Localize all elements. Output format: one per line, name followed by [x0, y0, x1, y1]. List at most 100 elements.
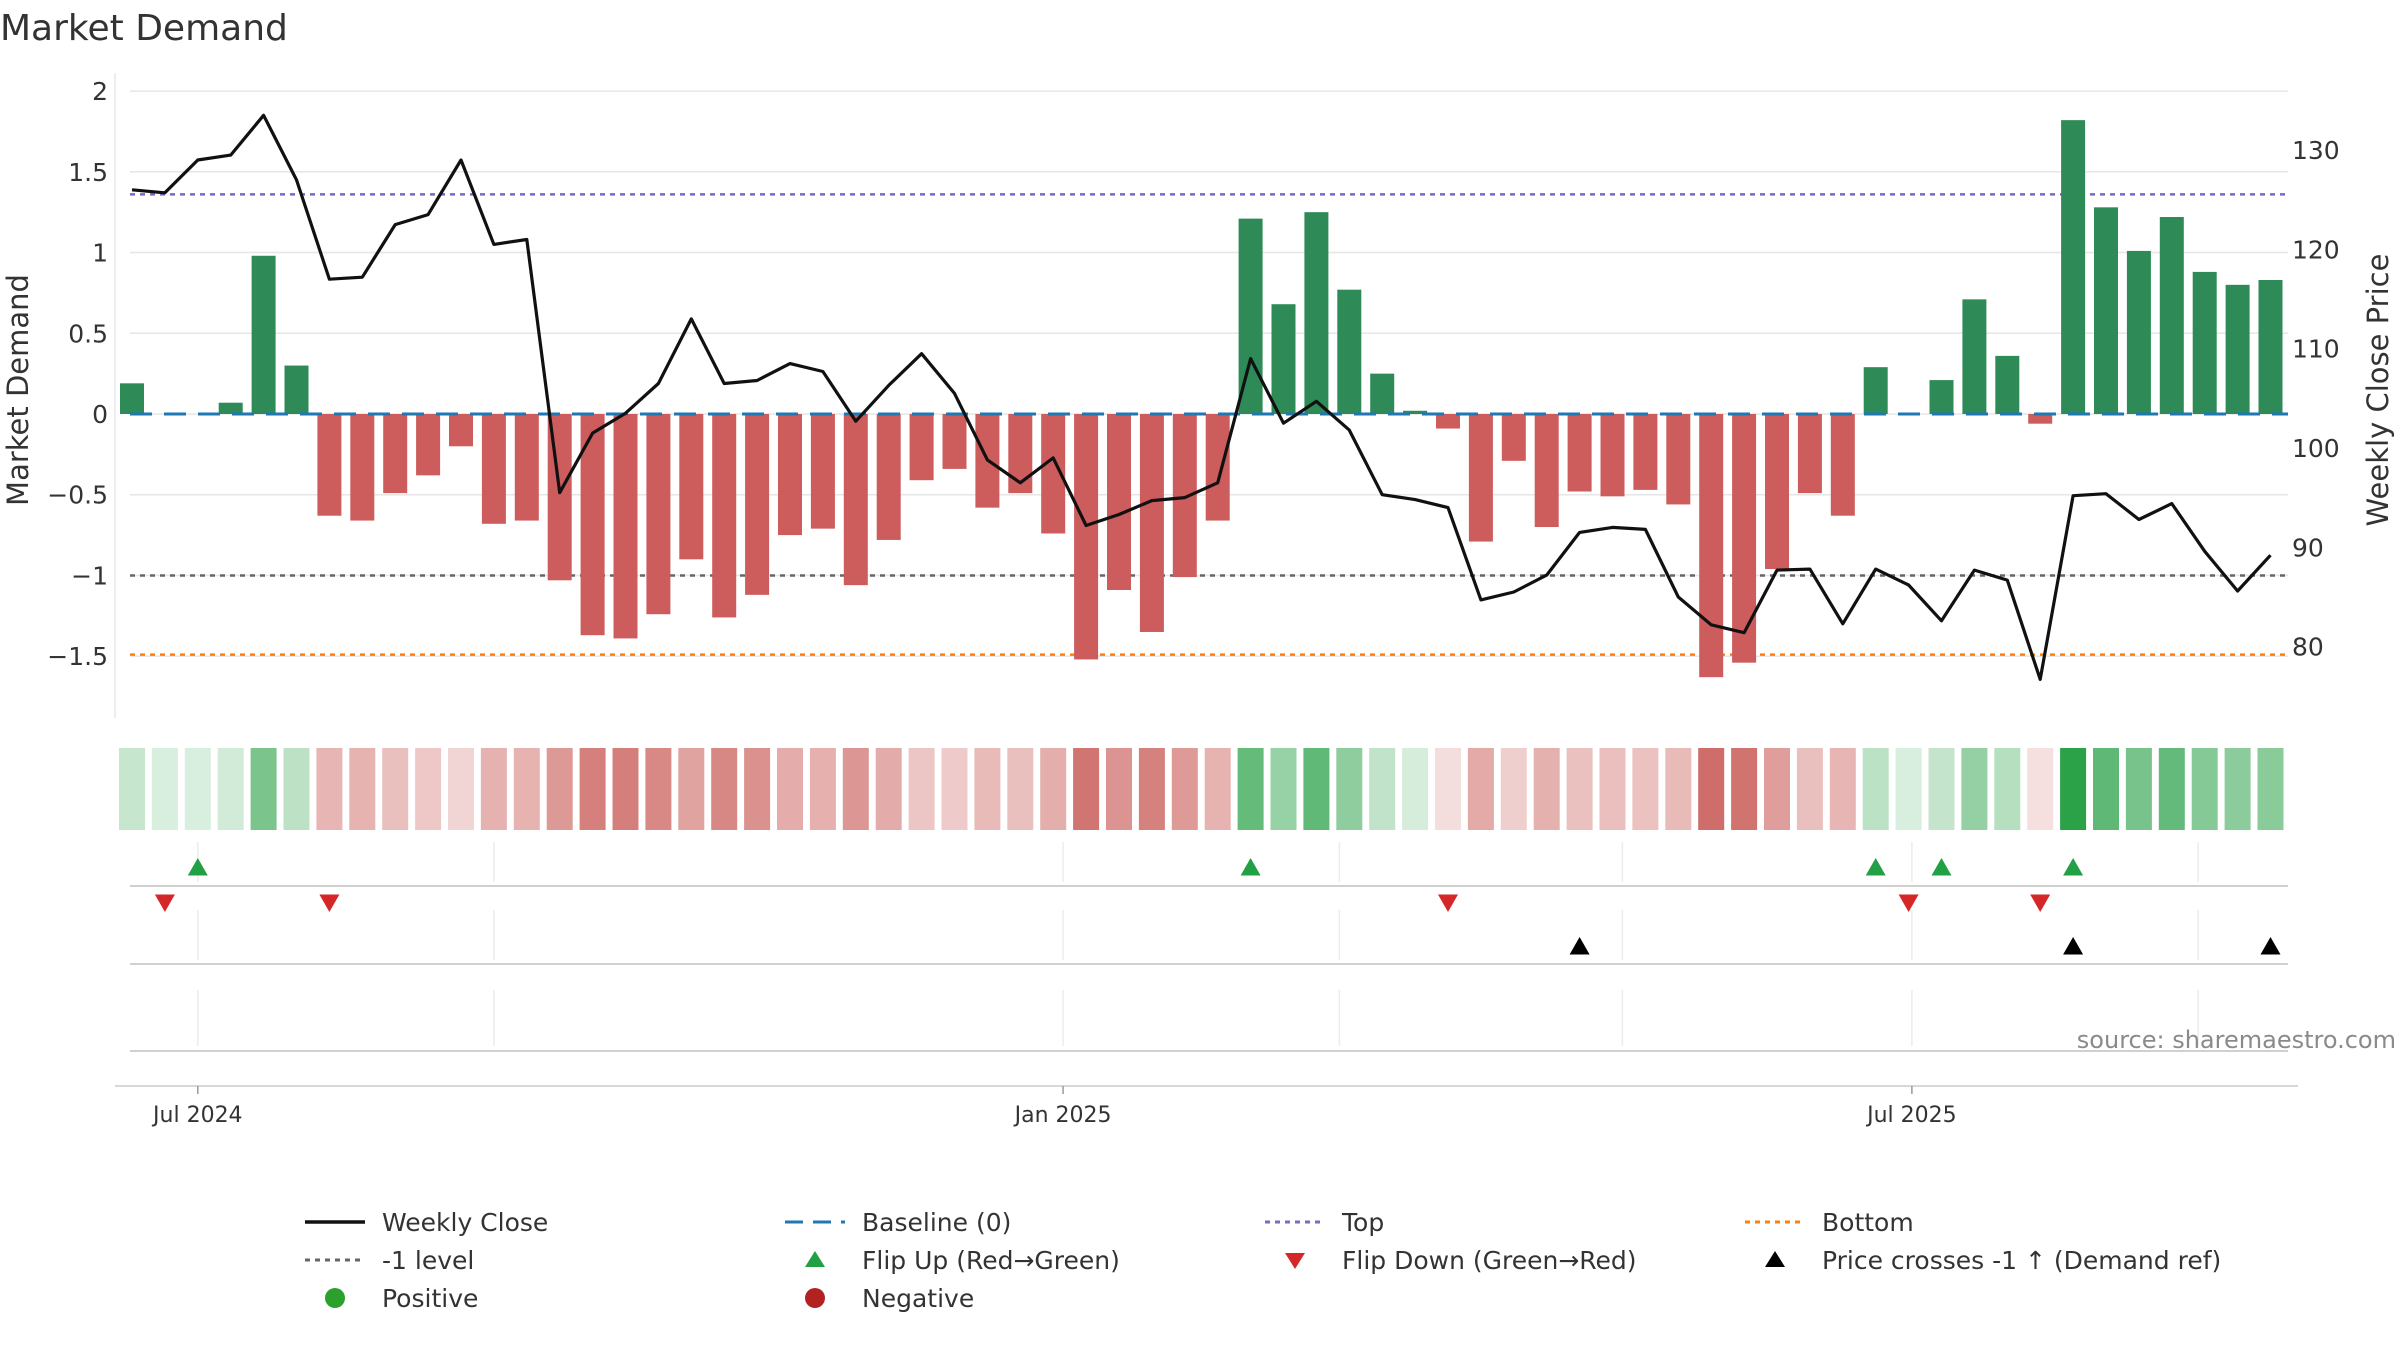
- legend-item-bottom: Bottom: [1740, 1205, 2260, 1239]
- heat-cell: [1928, 748, 1955, 830]
- demand-bar: [1271, 304, 1296, 414]
- demand-bar: [1732, 414, 1757, 663]
- heat-cell: [1961, 748, 1988, 830]
- demand-bar: [416, 414, 441, 476]
- legend-item-baseline: Baseline (0): [780, 1205, 1260, 1239]
- heat-cell: [1533, 748, 1560, 830]
- demand-bar: [251, 255, 276, 414]
- right-tick-label: 120: [2292, 235, 2340, 264]
- legend-item-minus_one: -1 level: [300, 1243, 780, 1277]
- right-axis-label: Weekly Close Price: [2361, 254, 2395, 527]
- heat-cell: [1303, 748, 1330, 830]
- legend-label-flip_down: Flip Down (Green→Red): [1342, 1245, 1637, 1275]
- right-tick-label: 90: [2292, 533, 2324, 562]
- demand-bar: [1863, 367, 1888, 414]
- heat-cell: [2191, 748, 2218, 830]
- demand-bar: [1304, 212, 1329, 414]
- demand-bar: [1436, 414, 1460, 429]
- demand-bar: [2159, 217, 2184, 414]
- legend-swatch-baseline: [785, 1220, 845, 1224]
- demand-bar: [679, 414, 704, 560]
- demand-bar: [613, 414, 638, 639]
- heat-cell: [1599, 748, 1626, 830]
- legend-item-cross: Price crosses -1 ↑ (Demand ref): [1740, 1243, 2260, 1277]
- demand-bar: [2258, 279, 2283, 414]
- heat-cell: [448, 748, 474, 830]
- heat-cell: [1994, 748, 2021, 830]
- demand-bar: [1403, 410, 1428, 414]
- heat-cell: [250, 748, 277, 830]
- flip-down-marker: [154, 894, 175, 912]
- heat-cell: [908, 748, 935, 830]
- demand-bar: [284, 365, 309, 414]
- demand-bar: [2126, 250, 2151, 414]
- heat-cell: [1467, 748, 1494, 830]
- x-tick-label: Jan 2025: [1013, 1103, 1112, 1128]
- heat-cell: [941, 748, 968, 830]
- heat-cell: [1369, 748, 1396, 830]
- heat-cell: [1862, 748, 1889, 830]
- heat-cell: [1764, 748, 1790, 830]
- demand-bar: [481, 414, 506, 524]
- flip-up-marker: [1865, 858, 1886, 876]
- demand-bar: [1633, 414, 1658, 490]
- legend-item-close: Weekly Close: [300, 1205, 780, 1239]
- demand-bar: [2094, 207, 2118, 414]
- demand-bar: [1139, 414, 1164, 632]
- heat-cell: [2224, 748, 2251, 830]
- flip-up-marker: [1240, 858, 1261, 876]
- demand-bar: [2225, 284, 2250, 414]
- heat-cell: [1731, 748, 1758, 830]
- demand-bar: [843, 414, 868, 586]
- demand-bar: [218, 402, 243, 414]
- source-note: source: sharemaestro.com: [2077, 1026, 2396, 1054]
- demand-bar: [1501, 414, 1526, 461]
- heat-cell: [1632, 748, 1659, 830]
- demand-bar: [1995, 355, 2020, 414]
- demand-bar: [1107, 414, 1131, 590]
- heat-cell: [151, 748, 178, 830]
- demand-bar: [2192, 271, 2217, 414]
- heat-cell: [579, 748, 606, 830]
- legend-swatch-minus_one: [305, 1258, 365, 1262]
- demand-bar: [1468, 414, 1493, 542]
- heat-cell: [1402, 748, 1429, 830]
- legend-swatch-cross: [1765, 1251, 1785, 1267]
- y-tick-label: 1: [92, 239, 108, 268]
- demand-bar: [876, 414, 901, 540]
- legend-swatch-close: [305, 1220, 365, 1224]
- heat-cell: [119, 748, 145, 830]
- demand-bar: [1765, 414, 1789, 570]
- heat-cell: [415, 748, 442, 830]
- demand-bar: [712, 414, 737, 618]
- right-tick-label: 110: [2292, 335, 2340, 364]
- legend-item-negative: Negative: [780, 1281, 1260, 1315]
- flip-down-marker: [319, 894, 340, 912]
- legend-swatch-flip_down: [1285, 1253, 1305, 1269]
- heat-cell: [809, 748, 836, 830]
- left-axis-label: Market Demand: [1, 274, 35, 506]
- heat-cell: [283, 748, 310, 830]
- heat-cell: [184, 748, 211, 830]
- flip-up-marker: [187, 858, 208, 876]
- demand-bar: [350, 414, 375, 521]
- demand-bar: [2061, 120, 2086, 414]
- heat-cell: [1895, 748, 1922, 830]
- heat-cell: [678, 748, 705, 830]
- demand-bar: [1238, 218, 1263, 414]
- heat-cell: [2060, 748, 2087, 830]
- heat-cell: [217, 748, 244, 830]
- price-cross-marker: [2260, 937, 2281, 955]
- demand-bar: [1567, 414, 1592, 492]
- demand-bar: [810, 414, 835, 529]
- heat-cell: [1040, 748, 1067, 830]
- heat-cell: [1566, 748, 1593, 830]
- heat-cell: [2027, 748, 2054, 830]
- legend-item-flip_down: Flip Down (Green→Red): [1260, 1243, 1740, 1277]
- demand-bar: [1666, 414, 1691, 505]
- legend-label-baseline: Baseline (0): [862, 1207, 1012, 1237]
- demand-bar: [1370, 373, 1395, 414]
- y-tick-label: −0.5: [47, 481, 108, 510]
- legend-label-cross: Price crosses -1 ↑ (Demand ref): [1822, 1245, 2222, 1275]
